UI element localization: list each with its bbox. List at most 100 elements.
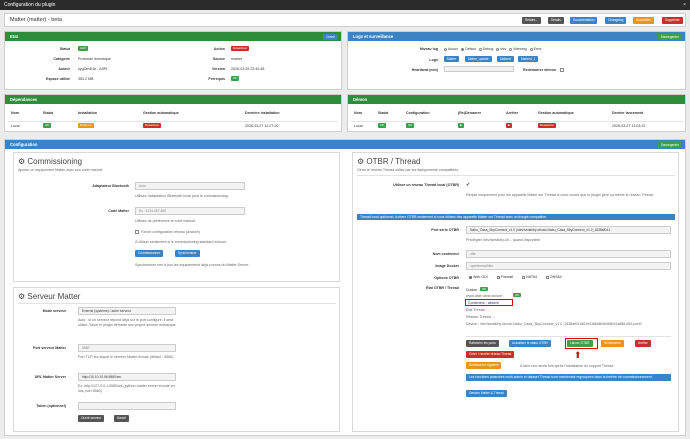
categorie-value: Protocole domotique [78, 57, 111, 61]
etat-thread-status: État Thread : - [466, 308, 489, 312]
dep-desactiver-button[interactable]: Désactiver [143, 123, 162, 128]
col-arreter: Arrêter [506, 111, 518, 115]
log-button[interactable]: Matterd_1 [518, 56, 539, 62]
otbr-option-checkbox[interactable] [496, 275, 500, 279]
reseau-thread-status: Réseau Thread : - [466, 315, 495, 319]
otbr-option-checkbox[interactable] [546, 275, 550, 279]
log-level-radio[interactable] [461, 47, 465, 51]
col-installation: Installation [78, 111, 97, 115]
log-level-radio[interactable] [444, 47, 447, 51]
config-save-button[interactable]: Sauvegarder [657, 141, 682, 148]
plugin-title: Matter (matter) - beta [10, 17, 62, 23]
divider [466, 336, 671, 337]
etat-open-button[interactable]: Ouvrir [323, 33, 338, 40]
gestion-matter-thread-button[interactable]: Gestion Matter & Thread [466, 390, 507, 397]
redemarrer-appareil-button[interactable]: Redémarrer Appareil [466, 362, 502, 369]
log-button[interactable]: Matter [444, 56, 460, 62]
col-derniere: Dernière installation [245, 111, 280, 115]
log-level-radio[interactable] [496, 47, 500, 51]
image-docker-label: Image Docker [435, 264, 459, 268]
heartbeat-input[interactable] [444, 66, 514, 72]
redemarrer-demon-checkbox[interactable] [560, 68, 564, 72]
logs-save-button[interactable]: Sauvegarder [657, 33, 682, 40]
commissioning-title: ⚙ Commissioning [18, 157, 83, 166]
serveur-section: ⚙ Serveur Matter Mode serveur Externe (s… [13, 287, 340, 432]
ouvrir-serveur-button[interactable]: Ouvrir serveur [78, 415, 105, 422]
code-help: Utilisez de préférence le code manuel. [135, 219, 197, 223]
device-status: Device : /dev/serial/by-id/usb-Nabu_Casa… [466, 322, 642, 326]
log-level-label: Info [500, 47, 507, 51]
check-icon[interactable]: ✔ [466, 182, 471, 188]
plugin-header: Matter (matter) - beta Refaire... Détails… [4, 13, 686, 27]
col-configuration: Configuration [406, 111, 430, 115]
bluetooth-select[interactable]: Auto [135, 182, 245, 190]
relancer-button[interactable]: Relancer [78, 123, 95, 128]
docker-label: Docker : [466, 288, 480, 292]
play-icon[interactable]: ▶ [458, 123, 465, 128]
toolbar-button-4[interactable]: Anomalies [633, 17, 654, 24]
otbr-subtitle: Gérer le réseau Thread utilisé par les é… [357, 168, 460, 172]
after-help: À faire une seule fois après l'installat… [520, 364, 614, 368]
rafraichir-ports-button[interactable]: Rafraîchir les ports [466, 340, 499, 347]
log-level-radio[interactable] [529, 47, 533, 51]
use-thread-help: Requis uniquement pour les appareils Mat… [466, 193, 654, 197]
statut-label: Statut [59, 47, 70, 51]
demon-panel: Démon Nom Statut Configuration (Re)Démar… [347, 94, 686, 132]
port-otbr-help: Privilégier /dev/serial/by-id/... quand … [466, 238, 541, 242]
force-help: À utiliser seulement si le commissioning… [135, 240, 228, 244]
commissionner-button[interactable]: Commissionner [135, 250, 164, 257]
code-matter-input[interactable]: Ex : 1234-567-890 [135, 207, 245, 215]
creer-reseau-button[interactable]: Créer / recréer réseau Thread [466, 351, 515, 358]
etat-title: Etat [10, 34, 18, 39]
toolbar-button-3[interactable]: Changelog [605, 17, 627, 24]
bluetooth-help: Utilisez l'adaptateur Bluetooth local po… [135, 194, 229, 198]
toolbar-button-5[interactable]: Supprimer [662, 17, 683, 24]
log-button[interactable]: Matterd [497, 56, 514, 62]
synchroniser-button[interactable]: Synchroniser [175, 250, 200, 257]
docker-ok-badge: OK [480, 287, 489, 291]
col-nom: Nom [354, 111, 362, 115]
toolbar-button-1[interactable]: Détails [548, 17, 564, 24]
stop-icon[interactable]: ■ [506, 123, 512, 128]
arreter-otbr-button[interactable]: Arrêter [635, 340, 651, 347]
force-config-checkbox[interactable] [135, 230, 139, 234]
demon-desactiver-button[interactable]: Désactiver [538, 123, 557, 128]
code-matter-label: Code Matter [108, 209, 129, 213]
log-level-radio[interactable] [509, 47, 513, 51]
sauve-button[interactable]: Sauvé [114, 415, 130, 422]
nom-conteneur-input[interactable]: otbr [466, 250, 671, 258]
lancer-otbr-button[interactable]: Lancer OTBR [567, 340, 593, 347]
mode-serveur-select[interactable]: Externe (système) / autre serveur [78, 307, 176, 315]
demon-config-badge: OK [406, 123, 415, 128]
image-docker-input[interactable]: openthread/otbr [466, 262, 671, 270]
log-level-radio[interactable] [478, 47, 482, 51]
actualiser-statut-button[interactable]: Actualiser le statut OTBR [509, 340, 551, 347]
otbr-option-label: Firewall [500, 275, 514, 279]
log-level-label: Debug [482, 47, 494, 51]
token-input[interactable] [78, 402, 176, 410]
log-level-label: Défaut [465, 47, 476, 51]
prerequis-badge: OK [231, 76, 240, 81]
espace-label: Espace utilisé [46, 77, 70, 81]
url-input[interactable]: http://10.10.10.56:5580/ws [78, 373, 176, 381]
col-gestion: Gestion automatique [143, 111, 179, 115]
use-thread-label: Utiliser un réseau Thread local (OTBR) [393, 183, 459, 187]
image-ok-badge: OK [513, 293, 522, 297]
otbr-title-text: OTBR / Thread [366, 157, 421, 166]
port-serveur-input[interactable]: 5580 [78, 344, 176, 352]
desactiver-button[interactable]: Désactiver [231, 46, 250, 51]
port-otbr-select[interactable]: Nabu_Casa_SkyConnect_v1.0 (/dev/serial/b… [466, 226, 671, 234]
dep-derniere-value: 2026-03-27 12:27:20 [245, 124, 279, 128]
toolbar-button-2[interactable]: Documentation [570, 17, 598, 24]
redemarrer-otbr-button[interactable]: Redémarrer [601, 340, 625, 347]
log-button[interactable]: Matter_update [465, 56, 492, 62]
configuration-title: Configuration [10, 142, 38, 147]
categorie-label: Catégorie [53, 57, 70, 61]
dependances-panel: Dépendances Nom Statut Installation Gest… [4, 94, 342, 132]
otbr-option-checkbox[interactable] [469, 275, 472, 279]
close-icon[interactable]: × [683, 2, 686, 8]
toolbar-button-0[interactable]: Refaire... [522, 17, 541, 24]
otbr-option-checkbox[interactable] [522, 275, 526, 279]
statut-badge: Actif [78, 46, 88, 51]
prerequis-label: Prérequis [208, 77, 225, 81]
